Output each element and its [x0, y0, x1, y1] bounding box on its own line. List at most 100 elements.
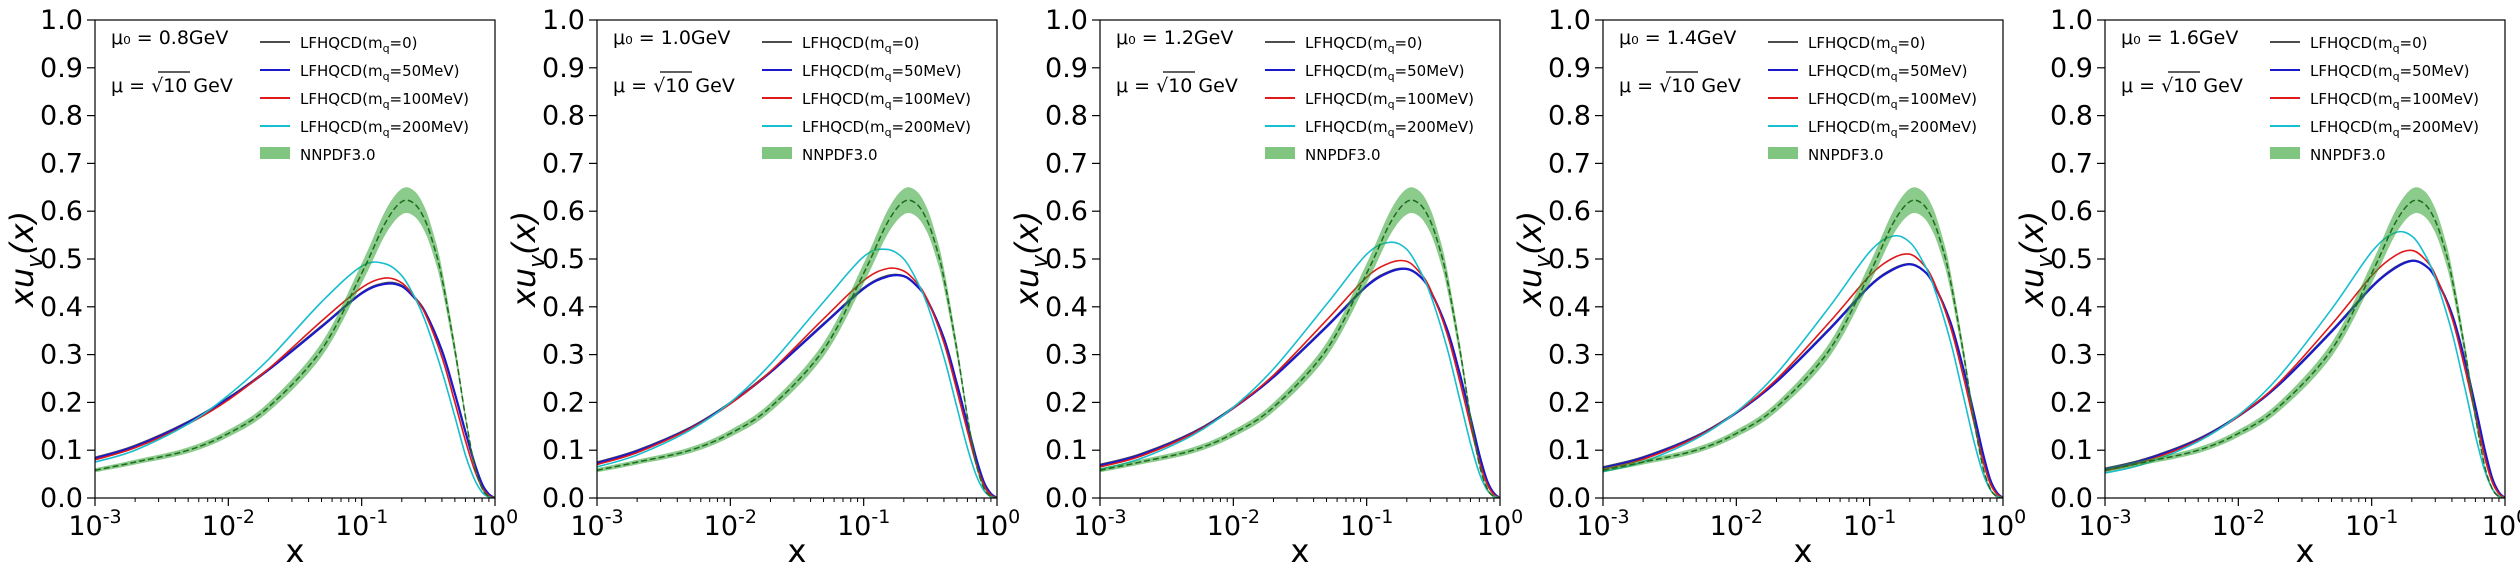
series-line — [1603, 234, 2003, 498]
y-tick-label: 0.1 — [542, 435, 585, 466]
chart-panel: 0.0 0.1 0.2 0.3 0.4 0.5 0.6 0.7 0.8 0.9 1.0 10-3 10-… — [1511, 5, 2026, 570]
y-tick-label: 0.9 — [1548, 53, 1591, 84]
y-tick-label: 0.5 — [1548, 244, 1591, 275]
series-line — [2105, 249, 2505, 498]
chart-panel: 0.0 0.1 0.2 0.3 0.4 0.5 0.6 0.7 0.8 0.9 1.0 10-3 10-… — [3, 5, 518, 570]
x-tick-label: 10-1 — [837, 506, 890, 542]
plot-area — [1603, 187, 2003, 498]
x-tick-label: 10-3 — [2078, 506, 2131, 542]
y-tick-label: 0.9 — [542, 53, 585, 84]
chart-panel: 0.0 0.1 0.2 0.3 0.4 0.5 0.6 0.7 0.8 0.9 1.0 10-3 10-… — [2013, 5, 2520, 570]
y-tick-label: 0.2 — [1045, 387, 1088, 418]
legend-swatch — [2270, 147, 2300, 159]
mu0-annotation: μ₀ = 0.8GeV — [111, 27, 228, 49]
legend-entry: LFHQCD(mq=50MeV) — [802, 62, 962, 83]
y-tick-label: 0.0 — [1045, 483, 1088, 514]
x-tick-label: 10-3 — [1073, 506, 1126, 542]
legend-entry: LFHQCD(mq=50MeV) — [2310, 62, 2470, 83]
legend-entry: LFHQCD(mq=200MeV) — [802, 118, 971, 139]
y-tick-label: 0.6 — [542, 196, 585, 227]
y-tick-label: 0.2 — [1548, 387, 1591, 418]
y-axis-label: xuv(x) — [505, 211, 550, 308]
y-tick-label: 1.0 — [40, 5, 83, 36]
legend-entry: LFHQCD(mq=50MeV) — [300, 62, 460, 83]
x-tick-label: 100 — [974, 506, 1020, 542]
legend-swatch — [1265, 147, 1295, 159]
x-tick-label: 10-2 — [202, 506, 255, 542]
y-tick-label: 0.9 — [2050, 53, 2093, 84]
y-tick-label: 0.7 — [40, 148, 83, 179]
series-line — [95, 277, 495, 498]
y-tick-label: 0.7 — [1548, 148, 1591, 179]
x-tick-label: 10-3 — [68, 506, 121, 542]
legend-entry: LFHQCD(mq=50MeV) — [1808, 62, 1968, 83]
y-tick-label: 0.1 — [1045, 435, 1088, 466]
series-band-nnpdf — [95, 187, 495, 498]
y-tick-label: 0.8 — [40, 101, 83, 132]
mu-annotation: μ = √10 GeV — [1619, 75, 1741, 97]
legend-entry: NNPDF3.0 — [300, 146, 376, 164]
y-tick-label: 0.2 — [40, 387, 83, 418]
x-axis-label: x — [1794, 532, 1813, 570]
legend-entry: LFHQCD(mq=50MeV) — [1305, 62, 1465, 83]
y-tick-label: 0.1 — [2050, 435, 2093, 466]
y-tick-label: 1.0 — [1045, 5, 1088, 36]
series-line-nnpdf-center — [597, 199, 997, 498]
x-tick-label: 100 — [472, 506, 518, 542]
y-tick-label: 0.0 — [542, 483, 585, 514]
plot-area — [597, 187, 997, 498]
plot-area — [1100, 187, 1500, 498]
x-tick-label: 10-3 — [570, 506, 623, 542]
legend-entry: NNPDF3.0 — [1808, 146, 1884, 164]
x-tick-label: 10-2 — [1207, 506, 1260, 542]
chart-panel: 0.0 0.1 0.2 0.3 0.4 0.5 0.6 0.7 0.8 0.9 1.0 10-3 10-… — [505, 5, 1020, 570]
y-tick-label: 0.5 — [2050, 244, 2093, 275]
x-tick-label: 10-1 — [1843, 506, 1896, 542]
y-tick-label: 0.3 — [542, 340, 585, 371]
chart-panel: 0.0 0.1 0.2 0.3 0.4 0.5 0.6 0.7 0.8 0.9 1.0 10-3 10-… — [1008, 5, 1523, 570]
x-tick-label: 10-1 — [335, 506, 388, 542]
y-tick-label: 0.1 — [40, 435, 83, 466]
series-line-nnpdf-center — [2105, 199, 2505, 498]
x-tick-label: 10-3 — [1576, 506, 1629, 542]
mu0-annotation: μ₀ = 1.0GeV — [613, 27, 730, 49]
x-tick-label: 10-2 — [704, 506, 757, 542]
x-tick-label: 100 — [1477, 506, 1523, 542]
mu-annotation: μ = √10 GeV — [613, 75, 735, 97]
series-line — [1603, 253, 2003, 498]
y-tick-label: 0.3 — [2050, 340, 2093, 371]
series-line — [95, 282, 495, 498]
legend-entry: LFHQCD(mq=100MeV) — [2310, 90, 2479, 111]
y-tick-label: 1.0 — [542, 5, 585, 36]
legend-entry: LFHQCD(mq=0) — [2310, 34, 2428, 55]
mu0-annotation: μ₀ = 1.4GeV — [1619, 27, 1736, 49]
plot-area — [2105, 187, 2505, 498]
legend-entry: LFHQCD(mq=100MeV) — [802, 90, 971, 111]
mu-annotation: μ = √10 GeV — [111, 75, 233, 97]
mu0-annotation: μ₀ = 1.2GeV — [1116, 27, 1233, 49]
x-tick-label: 100 — [2482, 506, 2520, 542]
y-tick-label: 0.7 — [542, 148, 585, 179]
y-tick-label: 0.8 — [1045, 101, 1088, 132]
legend-entry: NNPDF3.0 — [2310, 146, 2386, 164]
y-tick-label: 0.0 — [40, 483, 83, 514]
y-axis-label: xuv(x) — [2013, 211, 2058, 308]
y-tick-label: 0.5 — [542, 244, 585, 275]
legend-entry: LFHQCD(mq=200MeV) — [1305, 118, 1474, 139]
y-tick-label: 0.4 — [542, 292, 585, 323]
legend-entry: LFHQCD(mq=0) — [802, 34, 920, 55]
series-line — [597, 248, 997, 498]
y-tick-label: 0.8 — [1548, 101, 1591, 132]
y-tick-label: 0.6 — [2050, 196, 2093, 227]
y-tick-label: 0.2 — [2050, 387, 2093, 418]
y-tick-label: 1.0 — [1548, 5, 1591, 36]
series-line-nnpdf-center — [1100, 199, 1500, 498]
y-tick-label: 0.7 — [1045, 148, 1088, 179]
legend-entry: LFHQCD(mq=0) — [1305, 34, 1423, 55]
series-line — [95, 261, 495, 498]
x-tick-label: 10-1 — [2345, 506, 2398, 542]
y-tick-label: 1.0 — [2050, 5, 2093, 36]
y-axis-label: xuv(x) — [3, 211, 48, 308]
